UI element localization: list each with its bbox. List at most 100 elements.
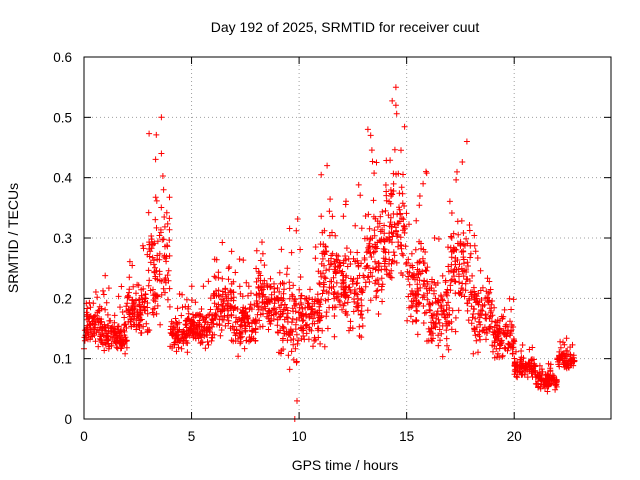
data-point	[105, 330, 111, 337]
data-point	[117, 304, 123, 311]
data-point	[374, 287, 381, 294]
data-point	[288, 348, 295, 355]
data-point	[464, 259, 471, 266]
y-axis-label: SRMTID / TECUs	[5, 183, 21, 293]
data-point	[391, 252, 398, 259]
data-point	[385, 272, 392, 279]
data-point	[373, 293, 380, 299]
data-point	[365, 211, 372, 218]
data-point	[286, 295, 293, 302]
data-point	[396, 190, 403, 197]
data-point	[445, 299, 452, 306]
data-point	[439, 297, 446, 304]
data-point	[318, 273, 325, 280]
data-point	[285, 352, 292, 359]
data-point	[237, 334, 244, 340]
data-point	[459, 280, 466, 287]
data-point	[139, 299, 146, 306]
data-point	[387, 214, 394, 221]
data-point	[96, 327, 102, 334]
data-point	[293, 359, 300, 366]
data-point	[446, 198, 453, 205]
data-point	[331, 260, 338, 267]
data-point	[178, 312, 185, 319]
data-point	[211, 300, 218, 307]
data-point	[425, 301, 432, 308]
data-point	[502, 323, 509, 330]
data-point	[222, 322, 229, 329]
data-point	[162, 289, 168, 296]
data-point	[388, 274, 395, 281]
data-point	[545, 382, 552, 389]
data-point	[198, 306, 205, 312]
data-point	[150, 311, 157, 318]
data-point	[452, 255, 459, 261]
data-point	[355, 181, 362, 188]
data-point	[501, 344, 508, 351]
data-point	[400, 252, 407, 259]
data-point	[472, 248, 479, 255]
data-point	[121, 321, 128, 328]
data-point	[376, 237, 383, 244]
data-point	[218, 327, 225, 333]
data-point	[322, 297, 329, 304]
data-point	[342, 310, 349, 317]
data-point	[257, 311, 264, 318]
data-point	[335, 253, 342, 260]
data-point	[569, 341, 576, 348]
data-point	[149, 254, 156, 261]
data-point	[310, 343, 316, 350]
data-point	[429, 338, 435, 344]
data-point	[378, 275, 385, 282]
data-point	[308, 311, 315, 318]
data-point	[447, 233, 454, 240]
data-point	[102, 306, 109, 313]
data-point	[499, 315, 506, 322]
data-point	[475, 290, 482, 297]
data-point	[415, 299, 422, 306]
data-point	[331, 333, 338, 340]
data-point	[474, 299, 481, 306]
data-point	[179, 328, 186, 335]
data-point	[84, 305, 91, 312]
data-point	[170, 331, 177, 337]
data-point	[342, 256, 349, 263]
data-point	[488, 301, 495, 308]
data-point	[388, 229, 395, 236]
data-point	[487, 326, 493, 332]
data-point	[145, 282, 152, 289]
data-point	[373, 264, 380, 271]
data-point	[350, 255, 357, 262]
data-point	[293, 227, 300, 234]
data-point	[435, 332, 442, 339]
data-point	[377, 228, 384, 235]
data-point	[403, 261, 409, 267]
data-point	[470, 311, 477, 317]
data-point	[127, 313, 133, 320]
data-point	[124, 300, 131, 307]
data-point	[459, 159, 466, 165]
data-point	[487, 309, 494, 316]
data-point	[194, 311, 201, 318]
data-point	[327, 278, 333, 285]
data-point	[490, 348, 496, 355]
data-point	[287, 326, 294, 333]
data-point	[354, 249, 361, 256]
data-point	[371, 170, 378, 177]
data-point	[400, 222, 407, 229]
data-point	[92, 324, 99, 331]
data-point	[141, 307, 148, 314]
data-point	[375, 267, 382, 274]
data-point	[284, 307, 291, 314]
data-point	[257, 257, 264, 264]
data-point	[426, 328, 433, 335]
data-point	[431, 311, 438, 318]
data-point	[340, 213, 347, 220]
data-point	[470, 294, 477, 301]
data-point	[286, 285, 293, 292]
data-point	[294, 397, 300, 404]
data-point	[115, 328, 122, 335]
data-point	[365, 273, 372, 280]
data-point	[274, 316, 281, 323]
